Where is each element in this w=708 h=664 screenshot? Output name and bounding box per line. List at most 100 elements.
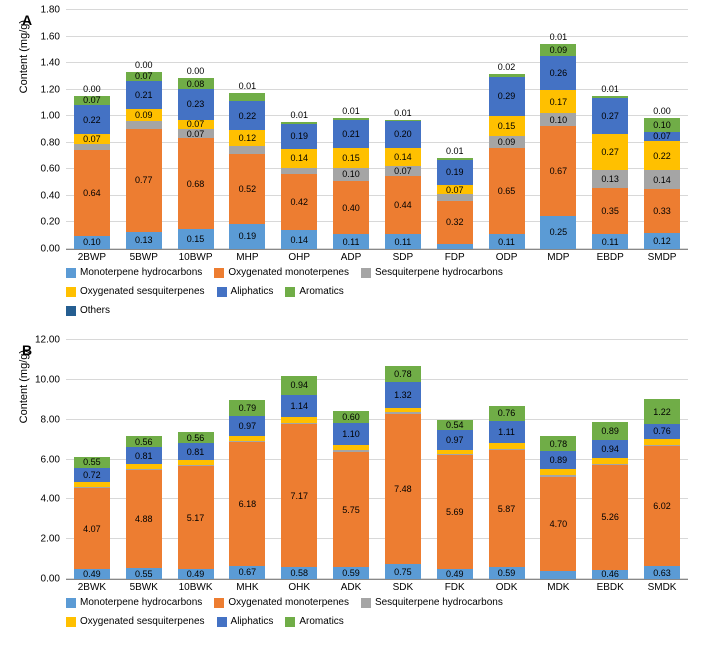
ytick: 4.00 <box>26 494 60 505</box>
seg: 0.97 <box>437 430 473 449</box>
seg: 0.67 <box>229 566 265 579</box>
seg: 0.19 <box>281 124 317 149</box>
legend-item: Oxygenated monoterpenes <box>214 597 349 608</box>
seg <box>74 487 110 488</box>
seg <box>281 423 317 424</box>
seg <box>74 144 110 151</box>
seg: 5.87 <box>489 450 525 567</box>
seg: 0.46 <box>592 570 628 579</box>
seg: 0.81 <box>126 447 162 463</box>
ytick: 0.00 <box>26 574 60 585</box>
seg: 0.59 <box>333 567 369 579</box>
ytick: 0.20 <box>26 217 60 228</box>
legend-label: Oxygenated sesquiterpenes <box>80 286 205 297</box>
ylabel-b: Content (mg/g) <box>18 349 30 422</box>
seg: 0.60 <box>333 411 369 423</box>
seg: 0.32 <box>437 201 473 244</box>
seg: 0.07 <box>74 96 110 105</box>
bar-top-label: 0.01 <box>385 108 421 118</box>
seg <box>385 120 421 121</box>
bar-ADP: 0.110.400.100.150.210.01 <box>333 118 369 249</box>
seg: 0.76 <box>644 424 680 439</box>
seg: 0.55 <box>74 457 110 468</box>
bar-top-label: 0.01 <box>540 32 576 42</box>
seg: 0.14 <box>281 230 317 249</box>
legend-item: Sesquiterpene hydrocarbons <box>361 597 503 608</box>
bar-top-label: 0.01 <box>592 84 628 94</box>
xlabel: OHK <box>273 580 325 593</box>
legend-b: Monoterpene hydrocarbonsOxygenated monot… <box>66 597 688 631</box>
bar-ADK: 0.595.751.100.60 <box>333 411 369 579</box>
legend-item: Aromatics <box>285 616 343 627</box>
seg: 0.89 <box>540 451 576 469</box>
xlabel: ODK <box>481 580 533 593</box>
bar-SMDP: 0.120.330.140.220.070.100.00 <box>644 118 680 249</box>
ytick: 2.00 <box>26 534 60 545</box>
seg <box>385 412 421 414</box>
seg: 0.19 <box>229 224 265 249</box>
seg: 0.13 <box>126 232 162 249</box>
seg <box>281 168 317 175</box>
seg: 0.27 <box>592 98 628 134</box>
seg: 0.35 <box>592 188 628 235</box>
seg <box>592 464 628 465</box>
legend-label: Oxygenated monoterpenes <box>228 267 349 278</box>
legend-swatch <box>361 598 371 608</box>
legend-swatch <box>214 598 224 608</box>
ytick: 0.00 <box>26 244 60 255</box>
bar-top-label: 0.00 <box>74 84 110 94</box>
seg: 5.17 <box>178 466 214 569</box>
seg: 0.79 <box>229 400 265 416</box>
seg: 1.14 <box>281 395 317 418</box>
seg: 0.10 <box>74 236 110 249</box>
ytick: 0.60 <box>26 164 60 175</box>
seg <box>437 450 473 454</box>
seg: 7.17 <box>281 424 317 567</box>
ytick: 8.00 <box>26 414 60 425</box>
seg: 0.07 <box>74 134 110 143</box>
seg: 0.97 <box>229 416 265 435</box>
seg: 0.15 <box>333 148 369 168</box>
legend-swatch <box>285 287 295 297</box>
bar-MDK: 4.700.890.78 <box>540 436 576 579</box>
xlabel: MDK <box>532 580 584 593</box>
seg <box>644 439 680 445</box>
seg: 0.49 <box>437 569 473 579</box>
seg <box>592 96 628 99</box>
bar-5BWP: 0.130.770.090.210.070.00 <box>126 72 162 249</box>
seg: 0.55 <box>126 568 162 579</box>
ytick: 6.00 <box>26 454 60 465</box>
seg <box>74 482 110 487</box>
seg: 0.09 <box>540 44 576 56</box>
bar-top-label: 0.00 <box>126 60 162 70</box>
seg: 0.89 <box>592 422 628 440</box>
seg: 1.11 <box>489 421 525 443</box>
seg: 0.21 <box>126 81 162 109</box>
xlabel: SDP <box>377 250 429 263</box>
seg <box>333 118 369 119</box>
legend-swatch <box>217 287 227 297</box>
seg: 5.75 <box>333 452 369 567</box>
seg: 0.22 <box>74 105 110 134</box>
bar-MHP: 0.190.520.120.220.01 <box>229 93 265 249</box>
seg <box>592 458 628 463</box>
seg: 0.42 <box>281 174 317 230</box>
legend-label: Aliphatics <box>231 616 274 627</box>
ytick: 1.80 <box>26 5 60 16</box>
seg <box>229 436 265 442</box>
ytick: 1.20 <box>26 84 60 95</box>
xlabels-b: 2BWK5BWK10BWKMHKOHKADKSDKFDKODKMDKEBDKSM… <box>66 580 688 593</box>
legend-item: Aromatics <box>285 286 343 297</box>
xlabel: MHP <box>221 250 273 263</box>
seg: 0.12 <box>644 233 680 249</box>
seg: 0.11 <box>385 234 421 249</box>
ytick: 0.40 <box>26 190 60 201</box>
seg <box>437 454 473 455</box>
seg: 0.09 <box>489 136 525 148</box>
seg: 0.27 <box>592 134 628 170</box>
seg: 7.48 <box>385 414 421 564</box>
xlabel: MDP <box>532 250 584 263</box>
seg: 6.18 <box>229 442 265 566</box>
seg: 0.07 <box>178 120 214 129</box>
seg: 0.64 <box>74 150 110 235</box>
